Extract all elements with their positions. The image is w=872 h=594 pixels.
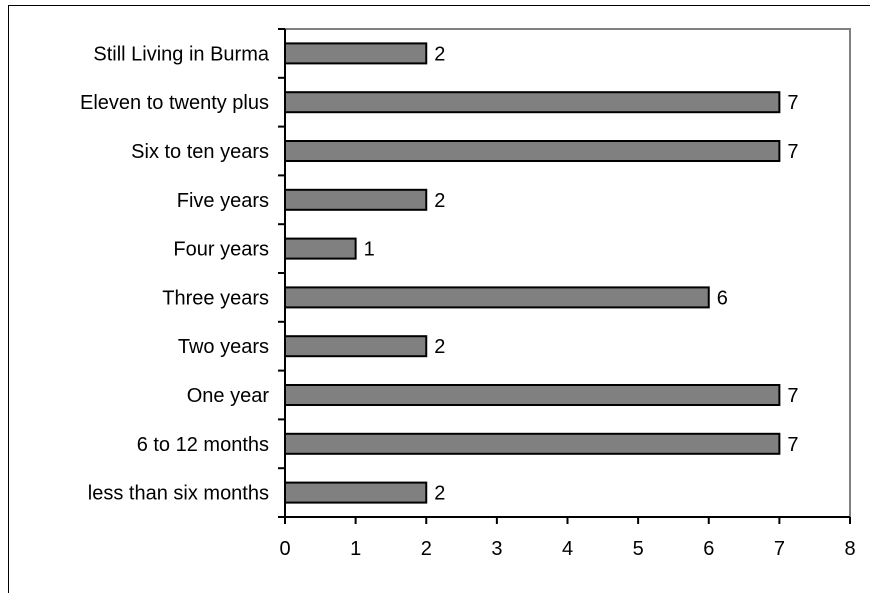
x-tick-label: 7 — [774, 538, 785, 560]
bar — [284, 140, 781, 162]
data-label: 7 — [787, 385, 798, 407]
category-label: less than six months — [88, 483, 269, 505]
data-label: 7 — [787, 434, 798, 456]
category-label: Four years — [173, 239, 269, 261]
bar — [284, 432, 781, 455]
bar — [284, 384, 781, 406]
data-label: 7 — [787, 92, 798, 114]
category-label: Two years — [178, 336, 269, 358]
category-label: Three years — [162, 287, 269, 309]
bar — [284, 335, 428, 358]
data-label: 1 — [364, 239, 375, 261]
bar — [284, 91, 781, 114]
x-axis: 0 1 2 3 4 5 6 7 8 — [279, 516, 856, 560]
x-tick-label: 4 — [562, 538, 573, 560]
data-label: 7 — [787, 141, 798, 163]
x-tick-label: 2 — [421, 538, 432, 560]
category-label: Five years — [177, 190, 269, 212]
bar — [284, 188, 428, 211]
y-axis — [278, 28, 286, 518]
category-label: 6 to 12 months — [137, 434, 269, 456]
x-tick-label: 0 — [279, 538, 290, 560]
x-tick-label: 1 — [350, 538, 361, 560]
data-label: 2 — [434, 43, 445, 65]
category-label: Six to ten years — [131, 141, 269, 163]
category-labels: Still Living in Burma Eleven to twenty pl… — [80, 43, 270, 504]
x-tick-label: 8 — [844, 538, 855, 560]
bar — [284, 42, 428, 65]
data-label: 2 — [434, 190, 445, 212]
bar — [284, 481, 428, 504]
bars — [284, 42, 781, 504]
category-label: Still Living in Burma — [93, 43, 270, 65]
category-label: Eleven to twenty plus — [80, 92, 269, 114]
category-label: One year — [187, 385, 270, 407]
x-tick-label: 3 — [491, 538, 502, 560]
bar — [284, 237, 357, 260]
x-tick-label: 6 — [703, 538, 714, 560]
data-label: 2 — [434, 336, 445, 358]
data-label: 2 — [434, 483, 445, 505]
x-tick-label: 5 — [633, 538, 644, 560]
data-labels: 2 7 7 2 1 6 2 7 7 2 — [364, 43, 799, 504]
data-label: 6 — [717, 287, 728, 309]
bar — [284, 286, 710, 309]
